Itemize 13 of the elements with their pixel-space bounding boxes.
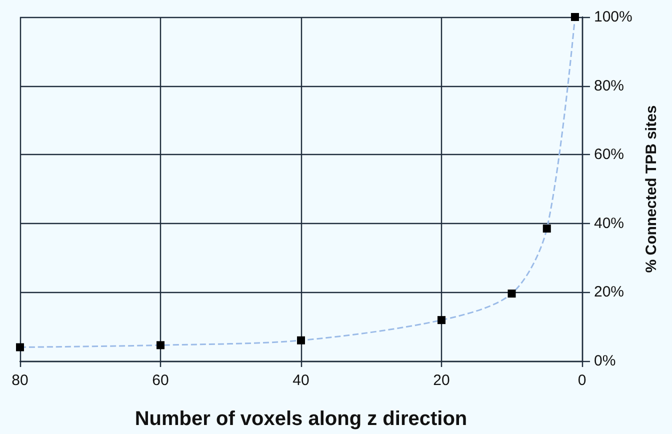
x-tick-label: 0 [578, 372, 586, 389]
y-tick-label: 100% [594, 8, 632, 26]
x-axis-title: Number of voxels along z direction [134, 408, 468, 430]
y-tick-label: 40% [594, 214, 624, 232]
x-tick-label: 20 [433, 372, 450, 389]
y-axis-title: % Connected TPB sites [643, 105, 660, 273]
y-tick-label: 60% [594, 146, 624, 164]
y-tick-label: 80% [594, 77, 624, 94]
y-tick-label: 20% [594, 284, 624, 301]
x-tick-label: 40 [292, 372, 310, 389]
y-tick-label: 0% [594, 352, 616, 370]
x-tick-label: 80 [12, 372, 28, 389]
x-tick-label: 60 [152, 372, 169, 389]
